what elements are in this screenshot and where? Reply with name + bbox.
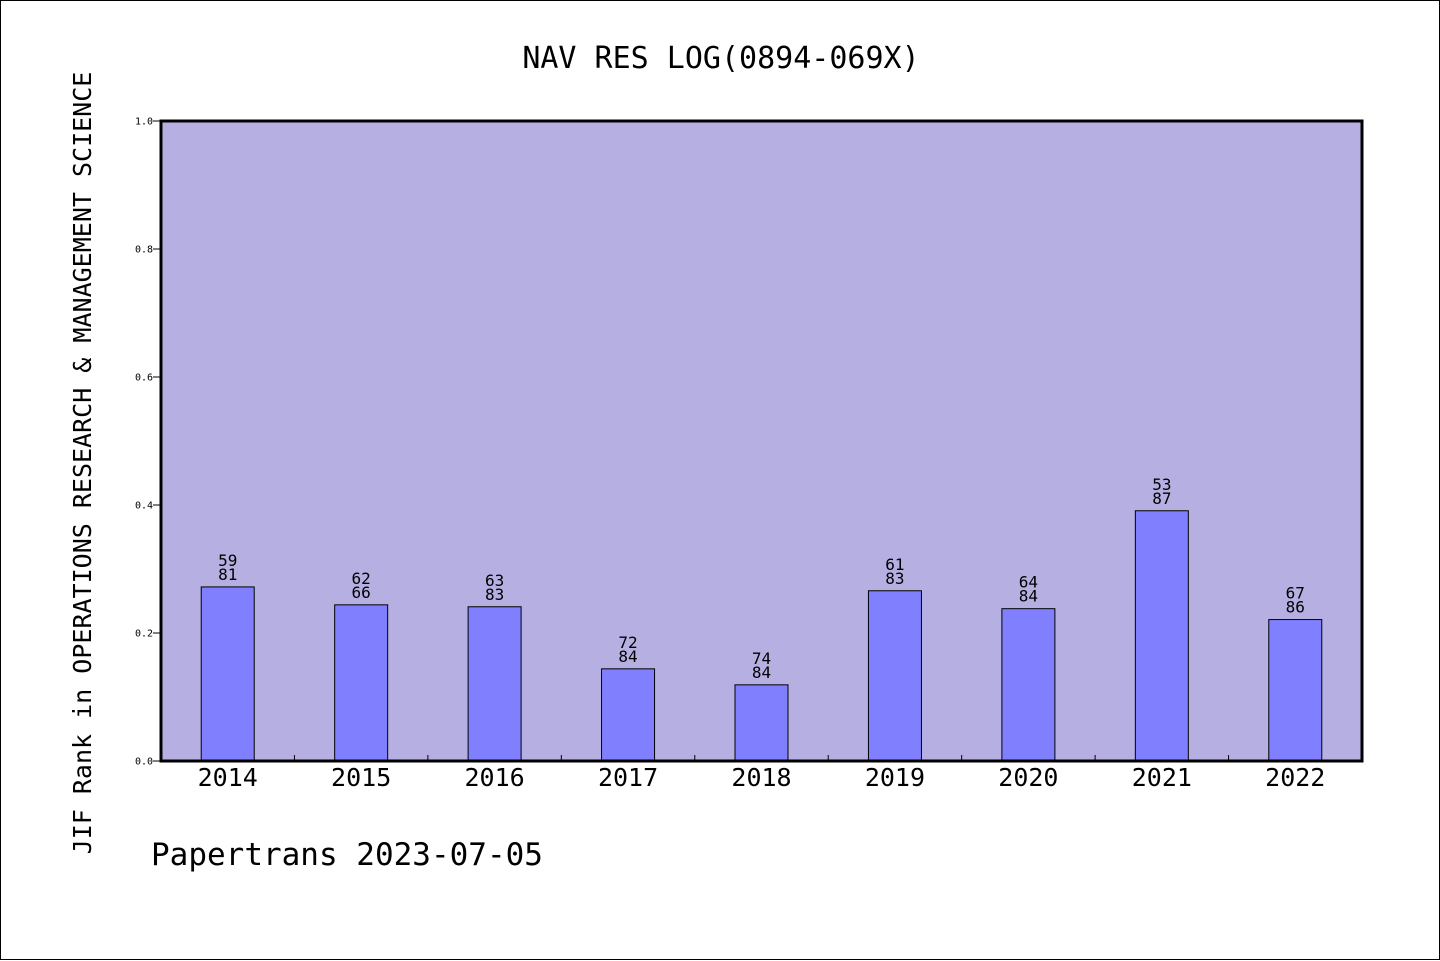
bar-label-2020: 64 bbox=[1019, 573, 1038, 592]
footer-text: Papertrans 2023-07-05 bbox=[151, 837, 543, 873]
bar-2020 bbox=[1001, 608, 1056, 762]
bar-label-2014: 81 bbox=[218, 565, 237, 584]
bar-label-2017: 84 bbox=[618, 647, 637, 666]
x-tick-label: 2015 bbox=[331, 763, 391, 792]
x-tick-label: 2021 bbox=[1132, 763, 1192, 792]
bar-2021 bbox=[1134, 510, 1189, 762]
bar-label-2022: 86 bbox=[1286, 598, 1305, 617]
chart-title: NAV RES LOG(0894-069X) bbox=[522, 41, 919, 76]
bar-label-2016: 63 bbox=[485, 571, 504, 590]
bar-label-2021: 87 bbox=[1152, 489, 1171, 508]
bar-label-2018: 74 bbox=[752, 649, 771, 668]
y-axis-label: JIF Rank in OPERATIONS RESEARCH & MANAGE… bbox=[68, 72, 97, 855]
bar-label-2022: 67 bbox=[1286, 584, 1305, 603]
y-tick-label: 0.4 bbox=[135, 501, 153, 512]
bar-2022 bbox=[1268, 619, 1323, 762]
bar-label-2018: 84 bbox=[752, 663, 771, 682]
y-tick-label: 0.8 bbox=[135, 245, 153, 256]
x-tick-label: 2020 bbox=[998, 763, 1058, 792]
bar-2017 bbox=[601, 668, 656, 762]
y-axis-ticks: 0.0 0.2 0.4 0.6 0.8 1.0 bbox=[135, 117, 161, 768]
bar-label-2017: 72 bbox=[618, 633, 637, 652]
y-tick-label: 0.2 bbox=[135, 629, 153, 640]
bar-2014 bbox=[200, 586, 255, 762]
x-tick-label: 2019 bbox=[865, 763, 925, 792]
bar-label-2015: 66 bbox=[352, 583, 371, 602]
x-tick-label: 2014 bbox=[198, 763, 258, 792]
y-tick-label: 0.6 bbox=[135, 373, 153, 384]
bar-label-2015: 62 bbox=[352, 569, 371, 588]
bar-2016 bbox=[467, 606, 522, 762]
bars bbox=[200, 510, 1323, 762]
bar-label-2016: 83 bbox=[485, 585, 504, 604]
bar-2018 bbox=[734, 684, 789, 762]
x-tick-label: 2016 bbox=[465, 763, 525, 792]
bar-2019 bbox=[867, 590, 922, 762]
x-tick-label: 2018 bbox=[731, 763, 791, 792]
x-tick-label: 2022 bbox=[1265, 763, 1325, 792]
bar-label-2020: 84 bbox=[1019, 587, 1038, 606]
bar-label-2019: 83 bbox=[885, 569, 904, 588]
y-tick-label: 1.0 bbox=[135, 117, 153, 128]
bar-label-2014: 59 bbox=[218, 551, 237, 570]
bar-label-2019: 61 bbox=[885, 555, 904, 574]
bar-2015 bbox=[334, 604, 389, 762]
bar-label-2021: 53 bbox=[1152, 475, 1171, 494]
plot-border bbox=[159, 119, 1364, 763]
x-axis-ticks: 2014 2015 2016 2017 2018 2019 2020 2021 2022 bbox=[198, 755, 1325, 792]
x-tick-label: 2017 bbox=[598, 763, 658, 792]
y-tick-label: 0.0 bbox=[135, 757, 153, 768]
